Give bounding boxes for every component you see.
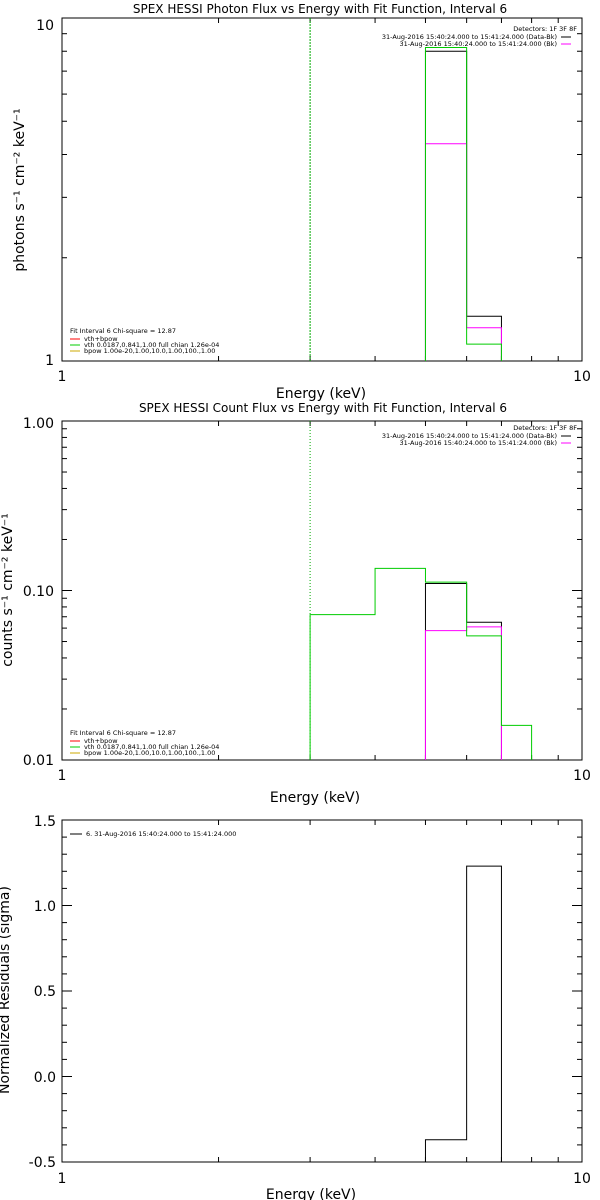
count-flux-ytick-label-0.10: 0.10 <box>23 584 54 600</box>
count-flux-fit-interval-label: Fit Interval 6 Chi-square = 12.87 <box>70 729 176 737</box>
photon-flux-legend-data-bk: 31-Aug-2016 15:40:24.000 to 15:41:24.000… <box>382 33 557 41</box>
residuals-ytick-label-0.0: 0.0 <box>34 1070 56 1086</box>
photon-flux-marks <box>309 18 502 361</box>
residuals-ytick-label-neg0.5: -0.5 <box>29 1155 56 1171</box>
residuals-ytick-label-1.0: 1.0 <box>34 899 56 915</box>
photon-flux-legend-vthbpow: vth+bpow <box>84 335 118 343</box>
residuals-ticks <box>61 819 583 1163</box>
count-flux-panel: SPEX HESSI Count Flux vs Energy with Fit… <box>0 401 591 806</box>
residuals-xtick-label-1: 1 <box>58 1171 67 1187</box>
count-flux-series-2-histogram <box>309 567 533 760</box>
count-flux-legend-vthbpow: vth+bpow <box>84 737 118 745</box>
photon-flux-legend-vth: vth 0.0187,0.841,1.00 full chian 1.26e-0… <box>84 341 219 349</box>
photon-flux-ylabel: photons s⁻¹ cm⁻² keV⁻¹ <box>12 108 28 271</box>
photon-flux-xlabel: Energy (keV) <box>276 386 366 402</box>
residuals-ytick-label-1.5: 1.5 <box>34 814 56 830</box>
count-flux-ytick-label-1.00: 1.00 <box>23 416 54 432</box>
photon-flux-panel: SPEX HESSI Photon Flux vs Energy with Fi… <box>12 2 591 402</box>
photon-flux-ytick-label-1: 1 <box>45 353 54 369</box>
count-flux-ylabel: counts s⁻¹ cm⁻² keV⁻¹ <box>0 513 16 667</box>
residuals-panel: 1 10 -0.5 0.0 0.5 1.0 1.5 Energy (keV) N… <box>0 814 591 1200</box>
count-flux-legend-bpow: bpow 1.00e-20,1.00,10.0,1.00,100.,1.00 <box>84 749 215 757</box>
photon-flux-series-2-histogram <box>424 47 502 361</box>
count-flux-ticks <box>61 420 583 761</box>
residuals-ytick-label-0.5: 0.5 <box>34 984 56 1000</box>
photon-flux-axes-frame <box>61 17 583 362</box>
photon-flux-legend-bk: 31-Aug-2016 15:40:24.000 to 15:41:24.000… <box>400 40 557 48</box>
residuals-ylabel: Normalized Residuals (sigma) <box>0 886 13 1094</box>
count-flux-ytick-label-0.01: 0.01 <box>23 753 54 769</box>
residuals-marks <box>424 865 502 1162</box>
photon-flux-detectors-label: Detectors: 1F 3F 8F <box>513 25 577 33</box>
photon-flux-ytick-label-10: 10 <box>36 18 54 34</box>
residuals-legend-label: 6. 31-Aug-2016 15:40:24.000 to 15:41:24.… <box>86 830 236 838</box>
photon-flux-xtick-label-1: 1 <box>58 369 67 385</box>
photon-flux-title: SPEX HESSI Photon Flux vs Energy with Fi… <box>133 2 507 16</box>
count-flux-xtick-label-10: 10 <box>573 768 591 784</box>
count-flux-xtick-label-1: 1 <box>58 768 67 784</box>
count-flux-marks <box>309 421 533 760</box>
count-flux-title: SPEX HESSI Count Flux vs Energy with Fit… <box>139 401 507 415</box>
residuals-xtick-label-10: 10 <box>573 1171 591 1187</box>
count-flux-legend-bk: 31-Aug-2016 15:40:24.000 to 15:41:24.000… <box>400 439 557 447</box>
residuals-series-0-histogram <box>424 865 502 1162</box>
count-flux-legend-data-bk: 31-Aug-2016 15:40:24.000 to 15:41:24.000… <box>382 432 557 440</box>
residuals-xlabel: Energy (keV) <box>266 1187 356 1200</box>
count-flux-legend-vth: vth 0.0187,0.841,1.00 full chian 1.26e-0… <box>84 743 219 751</box>
photon-flux-legend-bpow: bpow 1.00e-20,1.00,10.0,1.00,100.,1.00 <box>84 347 215 355</box>
photon-flux-fit-interval-label: Fit Interval 6 Chi-square = 12.87 <box>70 327 176 335</box>
count-flux-detectors-label: Detectors: 1F 3F 8F <box>513 424 577 432</box>
count-flux-xlabel: Energy (keV) <box>270 790 360 806</box>
photon-flux-xtick-label-10: 10 <box>573 369 591 385</box>
